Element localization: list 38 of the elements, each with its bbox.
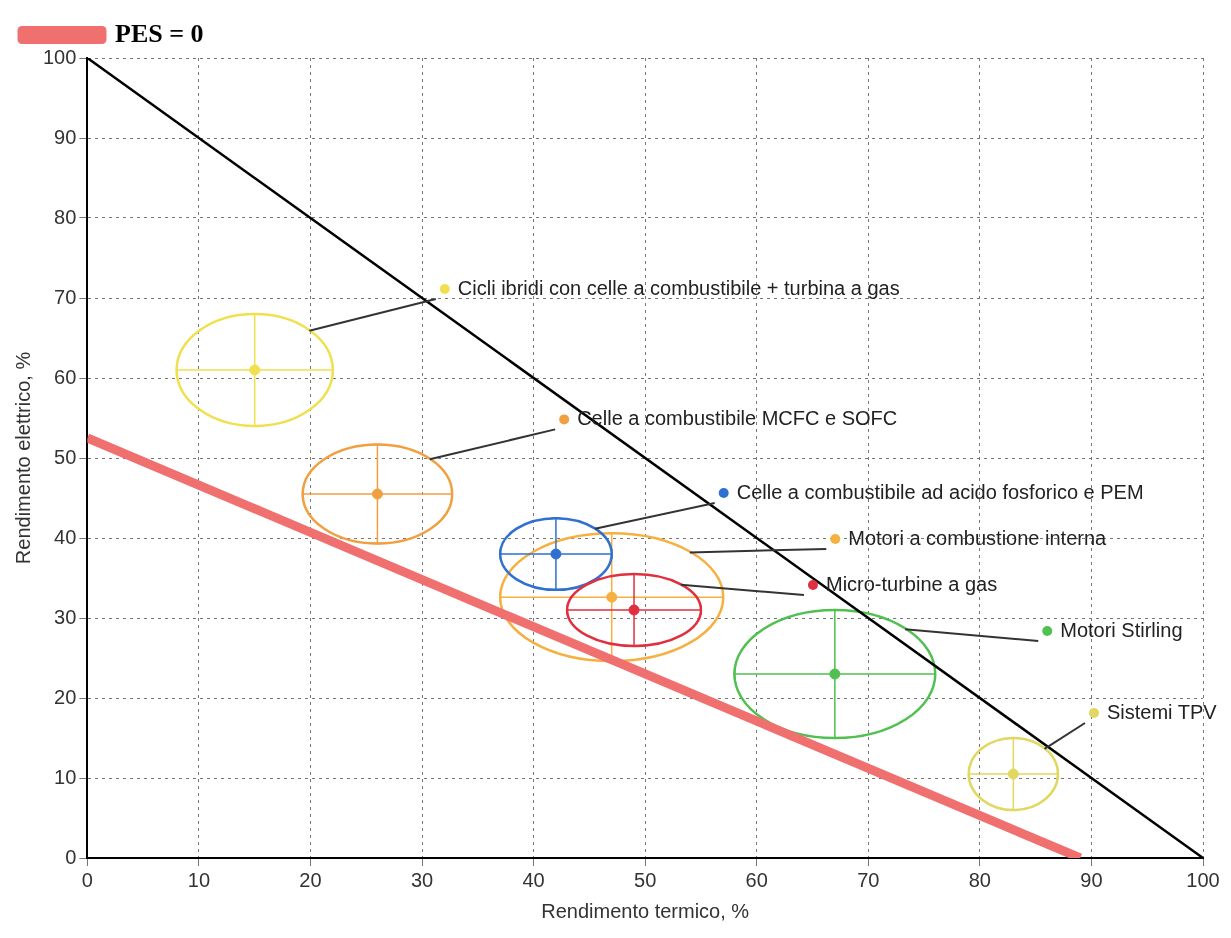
- x-tick-label: 30: [410, 868, 434, 891]
- point: [249, 364, 261, 376]
- x-axis-title: Rendimento termico, %: [541, 899, 750, 922]
- legend-label: PES = 0: [115, 18, 204, 48]
- point: [1007, 768, 1019, 780]
- x-tick-label: 90: [1080, 868, 1103, 891]
- y-tick-label: 100: [42, 45, 77, 68]
- point: [550, 548, 562, 560]
- y-tick-label: 0: [65, 845, 77, 868]
- y-tick-label: 30: [54, 605, 77, 628]
- legend-label: Cicli ibridi con celle a combustibile + turbina a gas: [457, 276, 900, 299]
- legend-label: Micro-turbine a gas: [825, 572, 998, 595]
- x-tick-label: 60: [745, 868, 768, 891]
- y-axis-title: Rendimento elettrico, %: [11, 351, 34, 565]
- legend-label: Celle a combustibile ad acido fosforico e PEM: [736, 480, 1144, 503]
- x-tick-label: 100: [1186, 868, 1220, 891]
- y-tick-label: 20: [54, 685, 77, 708]
- point: [829, 668, 841, 680]
- y-tick-label: 50: [54, 445, 77, 468]
- y-tick-label: 10: [54, 765, 77, 788]
- legend-label: Motori Stirling: [1060, 618, 1183, 641]
- x-tick-label: 50: [634, 868, 657, 891]
- x-tick-label: 70: [857, 868, 880, 891]
- legend-label: Sistemi TPV: [1106, 700, 1218, 723]
- point: [371, 488, 383, 500]
- x-tick-label: 40: [522, 868, 545, 891]
- y-tick-label: 40: [54, 525, 77, 548]
- y-tick-label: 80: [54, 205, 77, 228]
- x-tick-label: 20: [299, 868, 322, 891]
- y-tick-label: 60: [54, 365, 77, 388]
- x-tick-label: 80: [968, 868, 991, 891]
- legend-label: Motori a combustione interna: [848, 526, 1108, 549]
- y-tick-label: 90: [54, 125, 77, 148]
- x-tick-label: 0: [81, 868, 93, 891]
- y-tick-label: 70: [54, 285, 77, 308]
- x-tick-label: 10: [187, 868, 211, 891]
- point: [628, 604, 640, 616]
- point: [606, 591, 618, 603]
